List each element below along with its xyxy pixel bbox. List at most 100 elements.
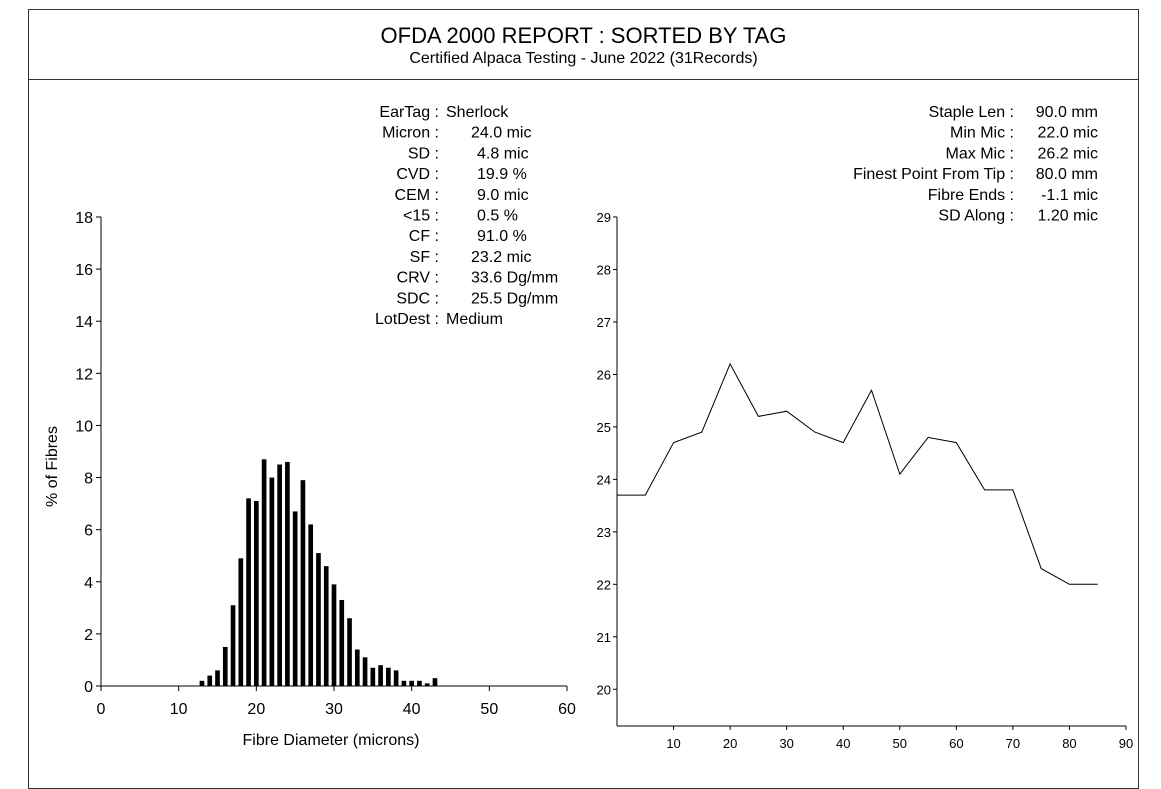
histogram-x-label: Fibre Diameter (microns) [243,732,420,749]
stat-left-label: Micron : [382,125,439,142]
histogram-bar [323,566,329,686]
histogram-bar [230,605,236,686]
profile-y-tick-label: 27 [597,315,611,330]
stat-left-value: 25.5 Dg/mm [471,290,558,307]
profile-x-tick-label: 70 [1006,736,1020,751]
stat-right-value: -1.1 mic [1041,187,1098,204]
histogram-x-tick-label: 0 [97,701,106,718]
histogram-bar [316,553,321,686]
histogram-bar [269,477,275,686]
histogram-bar [362,657,368,686]
stat-left-label: SF : [410,249,439,266]
stat-right-value: 90.0 mm [1036,104,1098,121]
histogram-y-tick-label: 14 [75,314,93,331]
histogram-bar [285,461,290,686]
profile-y-tick-label: 24 [597,472,611,487]
histogram-bar [261,459,267,686]
stat-right-label: SD Along : [938,208,1014,225]
histogram-x-tick-label: 60 [558,701,576,718]
histogram-y-tick-label: 10 [75,418,93,435]
histogram-bar [339,600,345,686]
stat-right-label: Max Mic : [946,145,1014,162]
stat-right-value: 80.0 mm [1036,166,1098,183]
stat-left-value: 24.0 mic [471,125,531,142]
stat-left-value: 9.0 mic [477,187,529,204]
profile-x-tick-label: 50 [893,736,907,751]
histogram-bar [378,665,383,686]
stat-right-value: 22.0 mic [1038,125,1098,142]
histogram-bar [354,649,360,686]
histogram-x-tick-label: 10 [170,701,188,718]
histogram-bar [199,680,205,686]
histogram-bar [401,680,407,686]
profile-y-tick-label: 20 [597,682,611,697]
profile-y-tick-label: 26 [597,367,611,382]
histogram-bar [238,558,244,686]
stat-left-label: LotDest : [375,311,439,328]
profile-x-tick-label: 30 [779,736,793,751]
histogram-bar [215,670,220,686]
histogram-bar [347,618,352,686]
histogram-bar [292,511,298,686]
histogram-y-tick-label: 18 [75,210,93,227]
stat-left-value: 0.5 % [477,208,518,225]
stat-right-label: Fibre Ends : [928,187,1014,204]
profile-x-tick-label: 60 [949,736,963,751]
histogram-bar [432,678,438,686]
profile-y-tick-label: 22 [597,577,611,592]
stat-left-label: CEM : [395,187,439,204]
stat-left-value: Medium [446,311,503,328]
histogram-bar [207,675,213,686]
histogram-bar [277,464,282,686]
stat-left-label: SDC : [396,290,439,307]
stat-left-label: CRV : [397,270,439,287]
profile-x-tick-label: 20 [723,736,737,751]
histogram-x-tick-label: 40 [403,701,421,718]
stat-left-value: Sherlock [446,104,509,121]
stat-right-value: 1.20 mic [1038,208,1098,225]
stat-left-label: CVD : [396,166,439,183]
stat-left-label: <15 : [403,208,439,225]
profile-x-tick-label: 40 [836,736,850,751]
profile-series-line [617,362,1098,585]
stat-left-value: 33.6 Dg/mm [471,270,558,287]
profile-x-tick-label: 90 [1119,736,1133,751]
stat-right-label: Finest Point From Tip : [853,166,1014,183]
stat-right-label: Min Mic : [950,125,1014,142]
stat-left-value: 91.0 % [477,228,527,245]
profile-y-tick-label: 21 [597,630,611,645]
histogram-y-tick-label: 4 [84,575,93,592]
stat-left-value: 23.2 mic [471,249,531,266]
histogram-y-tick-label: 6 [84,523,93,540]
histogram-y-tick-label: 8 [84,471,93,488]
profile-y-tick-label: 28 [597,262,611,277]
histogram-y-tick-label: 0 [84,679,93,696]
report-header: OFDA 2000 REPORT : SORTED BY TAG Certifi… [28,9,1139,80]
histogram-x-tick-label: 50 [480,701,498,718]
histogram-bar [254,501,259,686]
report-subtitle: Certified Alpaca Testing - June 2022 (31… [409,50,758,67]
profile-y-tick-label: 23 [597,525,611,540]
histogram-y-tick-label: 2 [84,627,93,644]
histogram-bar [417,680,422,686]
histogram-bar [300,480,306,686]
histogram-bar [222,646,228,686]
histogram-bar [386,667,391,686]
histogram-x-tick-label: 30 [325,701,343,718]
stat-left-value: 4.8 mic [477,145,529,162]
histogram-bar [409,680,414,686]
histogram-y-tick-label: 12 [75,366,93,383]
histogram-bar [393,670,399,686]
profile-x-tick-label: 80 [1062,736,1076,751]
stat-left-label: EarTag : [379,104,439,121]
stat-left-label: CF : [409,228,439,245]
profile-y-tick-label: 25 [597,420,611,435]
histogram-bar [370,667,376,686]
profile-x-tick-label: 10 [666,736,680,751]
stat-left-value: 19.9 % [477,166,527,183]
profile-y-tick-label: 29 [597,210,611,225]
stat-left-label: SD : [408,145,439,162]
histogram-bar [246,498,251,686]
report-title: OFDA 2000 REPORT : SORTED BY TAG [380,23,787,48]
stat-right-label: Staple Len : [929,104,1014,121]
